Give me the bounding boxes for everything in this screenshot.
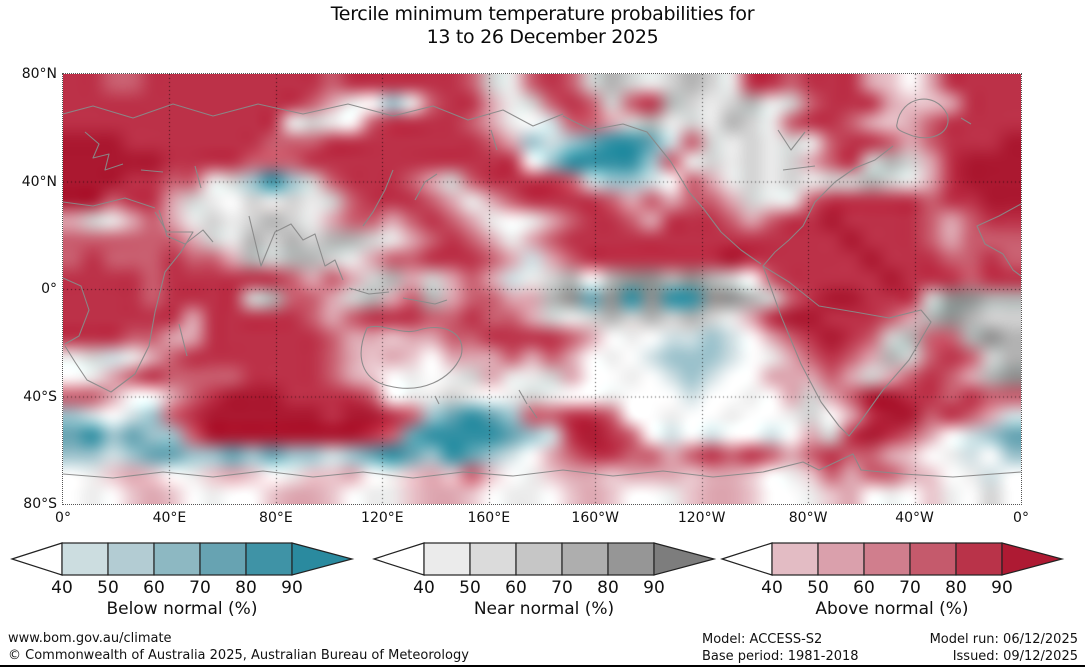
footer-model: Model: ACCESS-S2 [702, 632, 823, 647]
legend-tick: 90 [281, 578, 303, 598]
legend-caption: Below normal (%) [106, 599, 258, 619]
footer-url: www.bom.gov.au/climate [8, 631, 172, 646]
legend-caption: Near normal (%) [473, 599, 615, 619]
footer-issued: Issued: 09/12/2025 [952, 649, 1078, 664]
lon-axis-label: 0° [55, 510, 71, 526]
legend-above: 40 50 60 70 80 90 Above normal (%) [718, 541, 1066, 621]
legend-tick: 70 [551, 578, 573, 598]
footer-model-run: Model run: 06/12/2025 [929, 632, 1078, 647]
lat-axis-label: 40°N [21, 173, 57, 190]
bottom-border [0, 665, 1085, 667]
legend-near-bar [372, 542, 717, 576]
lon-axis-label: 160°W [571, 510, 620, 526]
legend-below-bar [10, 542, 355, 576]
chart-title: Tercile minimum temperature probabilitie… [0, 3, 1085, 49]
legend-tick: 80 [235, 578, 257, 598]
legend-tick: 70 [189, 578, 211, 598]
lat-axis-label: 80°S [23, 496, 57, 512]
footer-copyright: © Commonwealth of Australia 2025, Austra… [8, 648, 469, 663]
footer-run-block: Model run: 06/12/2025 Issued: 09/12/2025 [930, 631, 1078, 665]
lon-axis-label: 40°W [895, 510, 934, 526]
legend-above-bar [720, 542, 1065, 576]
legend-tick: 40 [761, 578, 783, 598]
legend-tick: 50 [97, 578, 119, 598]
chart-title-line1: Tercile minimum temperature probabilitie… [330, 3, 755, 25]
lon-axis-label: 160°E [467, 510, 511, 526]
legend-tick: 60 [853, 578, 875, 598]
lat-axis-label: 0° [41, 281, 57, 297]
map-plot: 80°N 40°N 0° 40°S 80°S 0° 40°E 80°E 120°E 160°E 16… [22, 66, 1029, 526]
lon-axis-label: 80°W [788, 510, 828, 526]
legend-tick: 80 [945, 578, 967, 598]
footer-left: www.bom.gov.au/climate © Commonwealth of… [8, 630, 469, 664]
legend-tick: 50 [807, 578, 829, 598]
legend-below: 40 50 60 70 80 90 Below normal (%) [8, 541, 356, 621]
legend-tick: 80 [597, 578, 619, 598]
legend-caption: Above normal (%) [815, 599, 969, 619]
lon-axis-label: 120°E [361, 510, 404, 526]
legend-tick: 60 [143, 578, 165, 598]
legend-tick: 50 [459, 578, 481, 598]
chart-title-line2: 13 to 26 December 2025 [426, 26, 659, 48]
footer-model-block: Model: ACCESS-S2 Base period: 1981-2018 [702, 631, 859, 665]
lon-axis-label: 80°E [259, 510, 293, 526]
legend-tick: 60 [505, 578, 527, 598]
legend-tick: 90 [643, 578, 665, 598]
lon-axis-label: 40°E [152, 510, 187, 526]
lon-axis-label: 0° [1013, 510, 1029, 526]
lon-axis-label: 120°W [677, 510, 726, 526]
lat-axis-label: 80°N [21, 66, 57, 82]
legend-tick: 90 [991, 578, 1013, 598]
lat-axis-label: 40°S [23, 388, 57, 405]
legend-tick: 40 [413, 578, 435, 598]
map-canvas [63, 74, 1021, 504]
legend-near: 40 50 60 70 80 90 Near normal (%) [370, 541, 718, 621]
legend-tick: 70 [899, 578, 921, 598]
legend-tick: 40 [51, 578, 73, 598]
footer-base-period: Base period: 1981-2018 [702, 649, 859, 664]
